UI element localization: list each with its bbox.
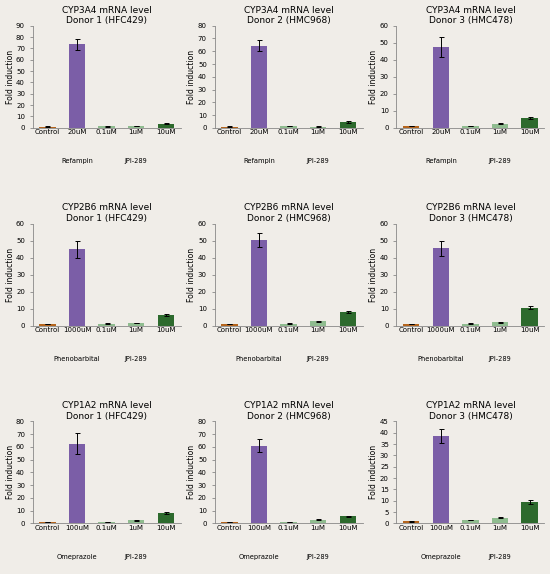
Bar (463, 520, 478, 523)
Bar (339, 517, 356, 523)
Bar (128, 126, 144, 128)
Bar (39, 127, 56, 128)
Title: CYP1A2 mRNA level
Donor 3 (HMC478): CYP1A2 mRNA level Donor 3 (HMC478) (426, 401, 515, 421)
Bar (221, 522, 238, 523)
Y-axis label: Fold induction: Fold induction (6, 445, 14, 499)
Bar (521, 118, 538, 128)
Title: CYP3A4 mRNA level
Donor 2 (HMC968): CYP3A4 mRNA level Donor 2 (HMC968) (244, 6, 333, 25)
Bar (128, 520, 144, 523)
Bar (251, 45, 267, 128)
Y-axis label: Fold induction: Fold induction (6, 50, 14, 104)
Y-axis label: Fold induction: Fold induction (188, 50, 196, 104)
Bar (39, 324, 56, 325)
Text: JPI-289: JPI-289 (488, 554, 512, 560)
Bar (492, 123, 508, 128)
Bar (433, 47, 449, 128)
Text: Phenobarbital: Phenobarbital (235, 356, 282, 362)
Text: Phenobarbital: Phenobarbital (417, 356, 464, 362)
Text: Refampin: Refampin (425, 158, 457, 164)
Text: JPI-289: JPI-289 (125, 356, 147, 362)
Bar (39, 522, 56, 523)
Bar (280, 522, 296, 523)
Title: CYP2B6 mRNA level
Donor 1 (HFC429): CYP2B6 mRNA level Donor 1 (HFC429) (62, 203, 151, 223)
Bar (280, 324, 296, 325)
Title: CYP3A4 mRNA level
Donor 3 (HMC478): CYP3A4 mRNA level Donor 3 (HMC478) (426, 6, 515, 25)
Bar (433, 248, 449, 325)
Bar (403, 324, 420, 325)
Bar (251, 240, 267, 325)
Bar (492, 322, 508, 325)
Bar (221, 324, 238, 325)
Bar (463, 324, 478, 325)
Text: JPI-289: JPI-289 (307, 158, 329, 164)
Y-axis label: Fold induction: Fold induction (370, 50, 378, 104)
Text: Refampin: Refampin (61, 158, 93, 164)
Text: Omeprazole: Omeprazole (57, 554, 97, 560)
Bar (310, 126, 326, 128)
Bar (463, 126, 478, 128)
Text: Omeprazole: Omeprazole (239, 554, 279, 560)
Bar (98, 126, 115, 128)
Y-axis label: Fold induction: Fold induction (370, 445, 378, 499)
Bar (157, 513, 174, 523)
Bar (69, 249, 85, 325)
Title: CYP2B6 mRNA level
Donor 3 (HMC478): CYP2B6 mRNA level Donor 3 (HMC478) (426, 203, 515, 223)
Title: CYP1A2 mRNA level
Donor 1 (HFC429): CYP1A2 mRNA level Donor 1 (HFC429) (62, 401, 151, 421)
Bar (310, 520, 326, 523)
Text: JPI-289: JPI-289 (488, 158, 512, 164)
Bar (157, 124, 174, 128)
Title: CYP3A4 mRNA level
Donor 1 (HFC429): CYP3A4 mRNA level Donor 1 (HFC429) (62, 6, 151, 25)
Bar (98, 324, 115, 325)
Bar (69, 44, 85, 128)
Text: JPI-289: JPI-289 (125, 158, 147, 164)
Bar (280, 126, 296, 128)
Text: JPI-289: JPI-289 (488, 356, 512, 362)
Text: JPI-289: JPI-289 (307, 554, 329, 560)
Y-axis label: Fold induction: Fold induction (188, 247, 196, 302)
Y-axis label: Fold induction: Fold induction (6, 247, 14, 302)
Text: Phenobarbital: Phenobarbital (54, 356, 100, 362)
Bar (403, 126, 420, 128)
Bar (310, 321, 326, 325)
Bar (98, 522, 115, 523)
Bar (521, 502, 538, 523)
Bar (339, 312, 356, 325)
Text: Refampin: Refampin (243, 158, 275, 164)
Bar (221, 126, 238, 128)
Y-axis label: Fold induction: Fold induction (188, 445, 196, 499)
Title: CYP2B6 mRNA level
Donor 2 (HMC968): CYP2B6 mRNA level Donor 2 (HMC968) (244, 203, 333, 223)
Bar (69, 444, 85, 523)
Bar (251, 445, 267, 523)
Bar (157, 315, 174, 325)
Bar (521, 308, 538, 325)
Text: JPI-289: JPI-289 (307, 356, 329, 362)
Title: CYP1A2 mRNA level
Donor 2 (HMC968): CYP1A2 mRNA level Donor 2 (HMC968) (244, 401, 333, 421)
Bar (403, 521, 420, 523)
Bar (433, 436, 449, 523)
Y-axis label: Fold induction: Fold induction (370, 247, 378, 302)
Text: Omeprazole: Omeprazole (421, 554, 461, 560)
Bar (339, 122, 356, 128)
Bar (128, 323, 144, 325)
Text: JPI-289: JPI-289 (125, 554, 147, 560)
Bar (492, 518, 508, 523)
